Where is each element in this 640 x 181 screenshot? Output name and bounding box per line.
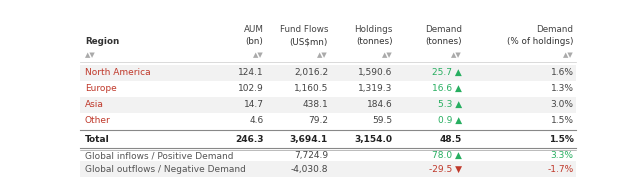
Text: 1.5%: 1.5%	[550, 116, 573, 125]
Text: 124.1: 124.1	[238, 68, 264, 77]
Text: -1.7%: -1.7%	[547, 165, 573, 174]
Text: 438.1: 438.1	[302, 100, 328, 109]
Text: 59.5: 59.5	[372, 116, 392, 125]
Text: (bn): (bn)	[246, 37, 264, 47]
Text: Europe: Europe	[85, 84, 116, 93]
Text: -29.5 ▼: -29.5 ▼	[429, 165, 462, 174]
FancyBboxPatch shape	[80, 81, 576, 97]
Text: 4.6: 4.6	[249, 116, 264, 125]
Text: 3,694.1: 3,694.1	[290, 135, 328, 144]
Text: Asia: Asia	[85, 100, 104, 109]
FancyBboxPatch shape	[80, 97, 576, 113]
Text: 1.3%: 1.3%	[550, 84, 573, 93]
Text: AUM: AUM	[244, 25, 264, 34]
Text: Other: Other	[85, 116, 111, 125]
Text: ▲▼: ▲▼	[381, 52, 392, 58]
Text: ▲▼: ▲▼	[85, 52, 96, 58]
Text: Demand: Demand	[425, 25, 462, 34]
Text: North America: North America	[85, 68, 150, 77]
Text: (US$mn): (US$mn)	[290, 37, 328, 47]
Text: 2,016.2: 2,016.2	[294, 68, 328, 77]
FancyBboxPatch shape	[80, 22, 576, 62]
Text: 78.0 ▲: 78.0 ▲	[432, 151, 462, 160]
Text: 3,154.0: 3,154.0	[355, 135, 392, 144]
Text: ▲▼: ▲▼	[253, 52, 264, 58]
Text: ▲▼: ▲▼	[451, 52, 462, 58]
Text: Global inflows / Positive Demand: Global inflows / Positive Demand	[85, 151, 234, 160]
Text: 16.6 ▲: 16.6 ▲	[432, 84, 462, 93]
Text: Global outflows / Negative Demand: Global outflows / Negative Demand	[85, 165, 246, 174]
Text: 48.5: 48.5	[440, 135, 462, 144]
Text: 25.7 ▲: 25.7 ▲	[432, 68, 462, 77]
Text: (tonnes): (tonnes)	[426, 37, 462, 47]
Text: 79.2: 79.2	[308, 116, 328, 125]
Text: 102.9: 102.9	[238, 84, 264, 93]
FancyBboxPatch shape	[80, 148, 576, 163]
Text: Total: Total	[85, 135, 109, 144]
Text: Region: Region	[85, 37, 119, 47]
Text: Fund Flows: Fund Flows	[280, 25, 328, 34]
Text: (% of holdings): (% of holdings)	[507, 37, 573, 47]
Text: 5.3 ▲: 5.3 ▲	[438, 100, 462, 109]
Text: Demand: Demand	[536, 25, 573, 34]
Text: 1.6%: 1.6%	[550, 68, 573, 77]
Text: 7,724.9: 7,724.9	[294, 151, 328, 160]
Text: 1.5%: 1.5%	[548, 135, 573, 144]
Text: -4,030.8: -4,030.8	[291, 165, 328, 174]
Text: 0.9 ▲: 0.9 ▲	[438, 116, 462, 125]
Text: 1,319.3: 1,319.3	[358, 84, 392, 93]
Text: 14.7: 14.7	[243, 100, 264, 109]
Text: 1,590.6: 1,590.6	[358, 68, 392, 77]
Text: 3.3%: 3.3%	[550, 151, 573, 160]
Text: 246.3: 246.3	[235, 135, 264, 144]
Text: Holdings: Holdings	[354, 25, 392, 34]
FancyBboxPatch shape	[80, 113, 576, 129]
Text: 1,160.5: 1,160.5	[294, 84, 328, 93]
Text: ▲▼: ▲▼	[563, 52, 573, 58]
FancyBboxPatch shape	[80, 161, 576, 177]
Text: ▲▼: ▲▼	[317, 52, 328, 58]
Text: 184.6: 184.6	[367, 100, 392, 109]
FancyBboxPatch shape	[80, 131, 576, 148]
Text: (tonnes): (tonnes)	[356, 37, 392, 47]
FancyBboxPatch shape	[80, 65, 576, 81]
Text: 3.0%: 3.0%	[550, 100, 573, 109]
